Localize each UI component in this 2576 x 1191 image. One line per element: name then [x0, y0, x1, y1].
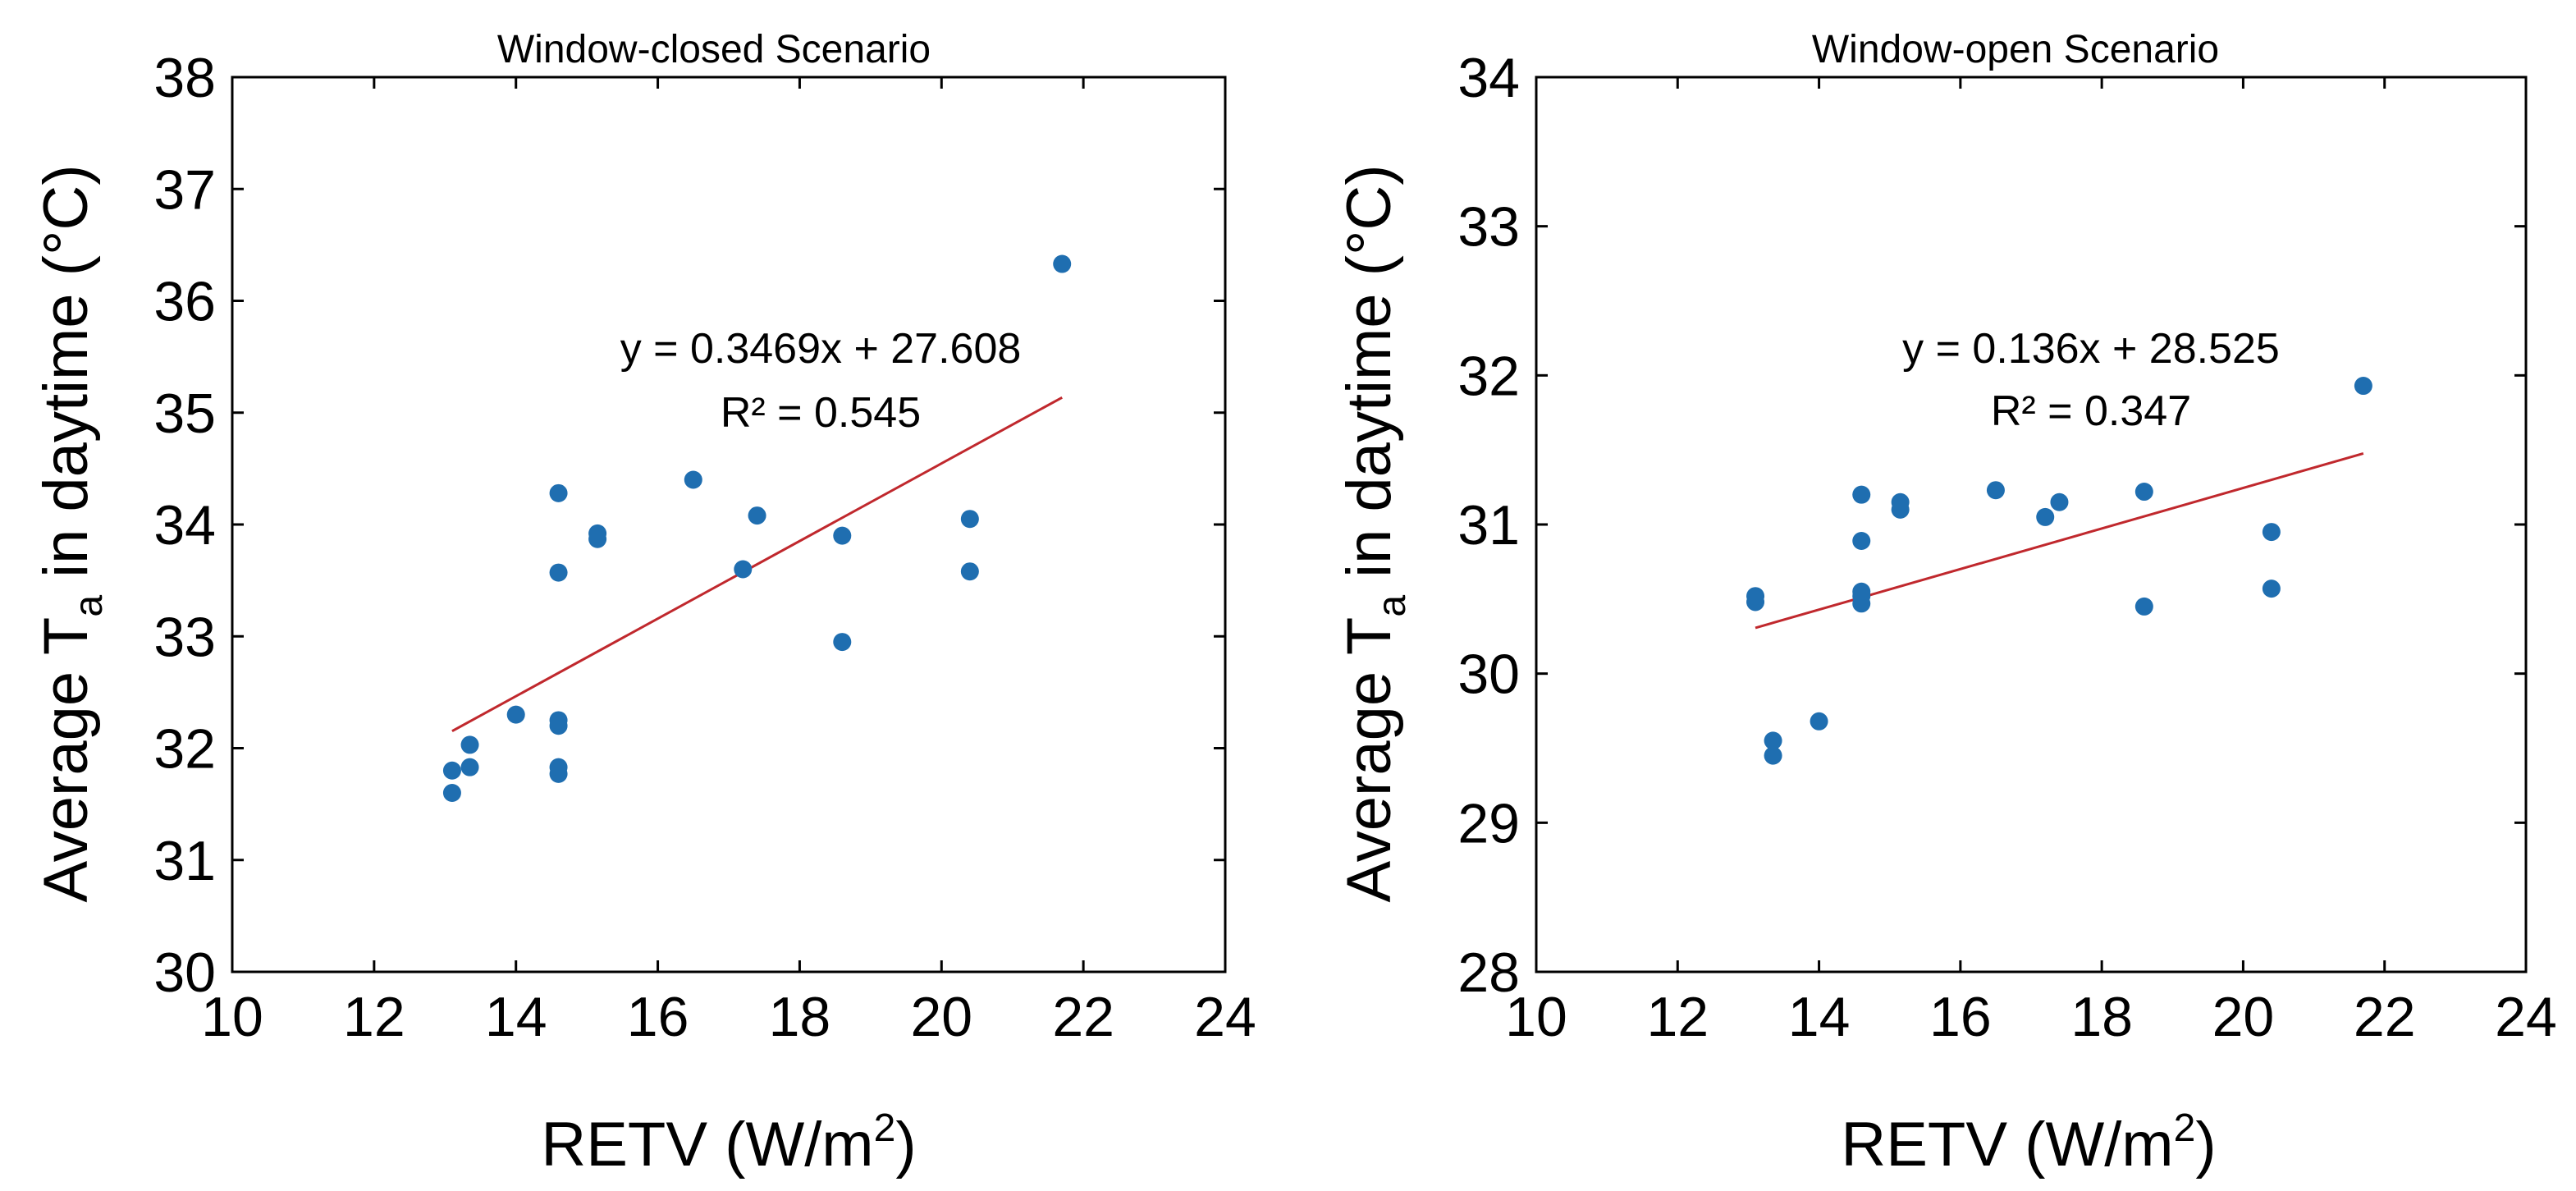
tick-marks: [1535, 76, 2528, 973]
data-point: [1810, 712, 1828, 731]
data-point: [549, 758, 568, 776]
x-tick-label: 12: [1646, 986, 1709, 1048]
y-tick-label: 35: [153, 382, 216, 445]
y-tick-label: 34: [1457, 47, 1520, 109]
x-tick-label: 12: [343, 986, 405, 1048]
y-tick-label: 33: [1457, 196, 1520, 259]
data-points: [1746, 377, 2372, 765]
y-axis-label: Average Ta in daytime (°C): [31, 164, 111, 902]
x-tick-label: 16: [1929, 986, 1992, 1048]
data-point: [1764, 731, 1782, 750]
r-squared: R² = 0.347: [1991, 387, 2191, 435]
y-tick-label: 38: [153, 47, 216, 109]
r-squared: R² = 0.545: [721, 389, 921, 437]
data-point: [684, 470, 702, 489]
chart-title: Window-open Scenario: [1812, 28, 2219, 71]
y-tick-label: 29: [1457, 792, 1520, 854]
tick-marks: [231, 76, 1227, 973]
chart-title: Window-closed Scenario: [497, 28, 931, 71]
data-point: [1053, 254, 1072, 273]
data-point: [833, 633, 852, 652]
x-axis-label: RETV (W/m2): [1841, 1106, 2216, 1180]
data-point: [1746, 587, 1765, 606]
x-tick-label: 18: [2070, 986, 2133, 1048]
x-tick-label: 20: [910, 986, 972, 1048]
x-tick-label: 22: [2354, 986, 2416, 1048]
plot-frame: [1535, 76, 2528, 973]
data-point: [549, 563, 568, 582]
x-tick-label: 24: [1194, 986, 1256, 1048]
data-point: [2354, 377, 2372, 396]
data-point: [2050, 492, 2069, 511]
x-tick-label: 16: [627, 986, 689, 1048]
trend-equation: y = 0.3469x + 27.608: [620, 325, 1022, 373]
y-axis-label: Average Ta in daytime (°C): [1334, 164, 1414, 902]
x-tick-labels: 10 12 14 16 18 20 22 24: [1505, 986, 2557, 1048]
x-tick-label: 10: [201, 986, 263, 1048]
data-point: [442, 784, 461, 802]
y-tick-label: 31: [153, 830, 216, 892]
y-tick-labels: 30 31 32 33 34 35 36 37 38: [153, 47, 216, 1004]
data-point: [460, 735, 479, 754]
x-axis-label: RETV (W/m2): [541, 1106, 916, 1180]
data-point: [549, 711, 568, 730]
chart-window-closed: Window-closed Scenario 10 12 14 16 18 20 22 24 …: [31, 28, 1256, 1180]
data-point: [1891, 492, 1910, 511]
y-tick-label: 30: [1457, 644, 1520, 706]
data-point: [2262, 523, 2281, 542]
data-points: [442, 254, 1072, 802]
data-point: [442, 761, 461, 780]
data-point: [960, 562, 979, 581]
data-point: [1852, 531, 1871, 550]
y-tick-label: 28: [1457, 941, 1520, 1004]
data-point: [1852, 485, 1871, 504]
x-tick-label: 14: [485, 986, 547, 1048]
data-point: [734, 560, 753, 579]
y-tick-labels: 28 29 30 31 32 33 34: [1457, 47, 1520, 1004]
data-point: [506, 705, 525, 724]
y-tick-label: 32: [153, 718, 216, 781]
data-point: [549, 483, 568, 502]
y-tick-label: 34: [153, 494, 216, 557]
y-tick-label: 36: [153, 271, 216, 333]
data-point: [460, 758, 479, 776]
data-point: [2036, 507, 2055, 526]
data-point: [2134, 483, 2153, 502]
data-point: [2262, 579, 2281, 598]
y-tick-label: 31: [1457, 494, 1520, 557]
data-point: [833, 526, 852, 545]
data-point: [1764, 746, 1782, 765]
data-point: [960, 510, 979, 529]
data-point: [2134, 597, 2153, 616]
data-point: [588, 524, 607, 543]
x-tick-label: 18: [769, 986, 831, 1048]
trend-equation: y = 0.136x + 28.525: [1902, 325, 2280, 373]
chart-window-open: Window-open Scenario 10 12 14 16 18 20 22 24 28…: [1334, 28, 2557, 1180]
x-tick-label: 22: [1052, 986, 1114, 1048]
plot-frame: [231, 76, 1227, 973]
x-tick-label: 24: [2495, 986, 2557, 1048]
y-tick-label: 30: [153, 941, 216, 1004]
y-tick-label: 32: [1457, 345, 1520, 407]
data-point: [748, 506, 766, 525]
trendline: [451, 396, 1063, 733]
x-tick-labels: 10 12 14 16 18 20 22 24: [201, 986, 1256, 1048]
y-tick-label: 37: [153, 158, 216, 221]
x-tick-label: 14: [1788, 986, 1851, 1048]
x-tick-label: 10: [1505, 986, 1567, 1048]
data-point: [1852, 582, 1871, 601]
data-point: [1986, 481, 2005, 500]
x-tick-label: 20: [2212, 986, 2275, 1048]
y-tick-label: 33: [153, 606, 216, 668]
